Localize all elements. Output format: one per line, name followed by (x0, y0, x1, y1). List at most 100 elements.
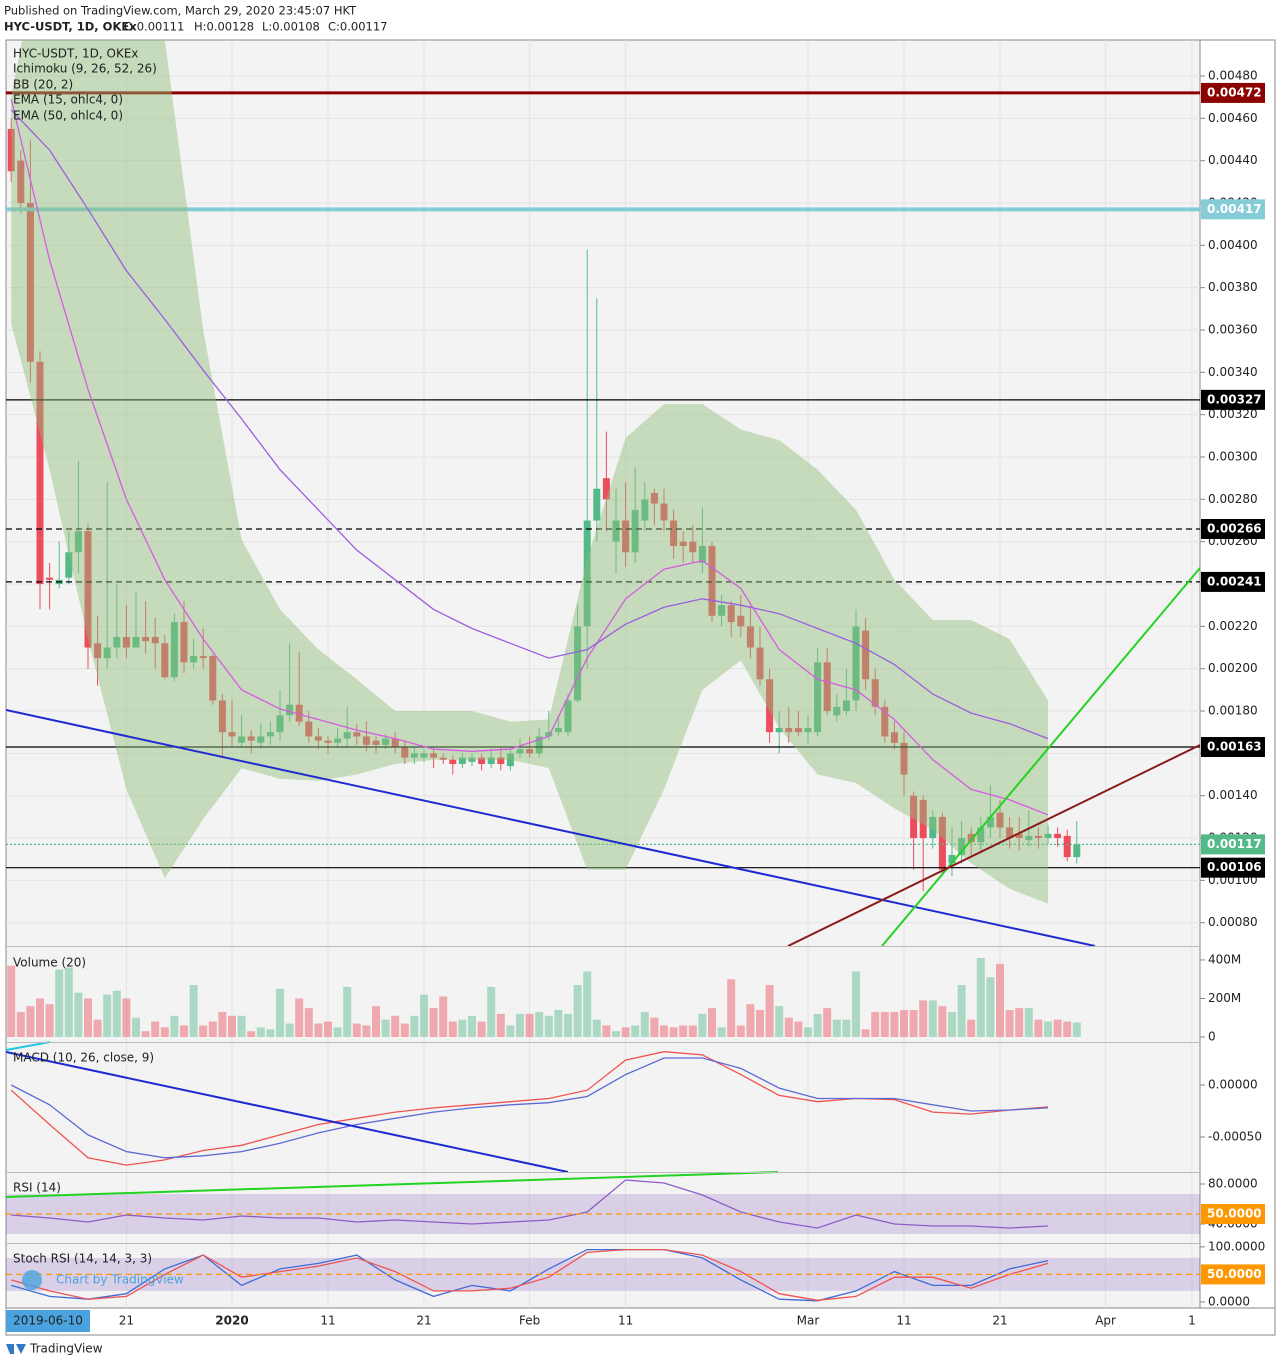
candle-body (36, 361, 44, 585)
candle-body (7, 128, 15, 172)
volume-bar (170, 1015, 179, 1037)
legend-symbol: HYC-USDT, 1D, OKEx (13, 47, 139, 61)
volume-bar (957, 984, 966, 1037)
level-label: 0.00472 (1207, 85, 1262, 99)
panel-title: RSI (14) (13, 1181, 61, 1195)
candle-body (353, 732, 361, 737)
trend-line (787, 744, 1200, 947)
volume-bar (909, 1010, 918, 1037)
candle-body (698, 545, 706, 563)
candle-body (199, 655, 207, 659)
y-tick-label: 0.00280 (1208, 492, 1258, 506)
x-tick-label: 11 (618, 1314, 633, 1328)
volume-bar (151, 1021, 160, 1037)
x-tick-label: 11 (896, 1314, 911, 1328)
volume-bar (948, 1011, 956, 1037)
candle-body (948, 854, 956, 864)
candle-body (862, 630, 870, 680)
published-note: Published on TradingView.com, March 29, … (4, 4, 357, 18)
candle-body (209, 655, 217, 701)
level-label: 0.00417 (1207, 202, 1262, 216)
volume-bar (496, 1013, 505, 1037)
candle-body (190, 655, 198, 663)
ohlc-high: H:0.00128 (194, 20, 254, 34)
volume-bar (1063, 1021, 1072, 1037)
y-tick-label: 0.00080 (1208, 915, 1258, 929)
candle-body (929, 816, 937, 839)
candle-body (276, 715, 284, 733)
volume-bar (324, 1021, 332, 1037)
volume-bar (352, 1023, 361, 1037)
volume-bar (1044, 1021, 1052, 1037)
candle-body (833, 706, 841, 716)
trend-line (6, 1051, 569, 1173)
candle-body (449, 759, 457, 764)
volume-bar (871, 1011, 880, 1037)
candle-body (324, 740, 332, 743)
volume-bar (343, 986, 352, 1037)
volume-bar (26, 1006, 35, 1037)
candle-body (161, 643, 169, 678)
volume-bar (208, 1021, 217, 1037)
candle-body (727, 605, 735, 623)
x-tick-label: 11 (320, 1314, 335, 1328)
volume-bar (583, 971, 592, 1037)
x-tick-label: 21 (992, 1314, 1007, 1328)
y-tick-label: 0.00380 (1208, 280, 1258, 294)
candle-body (103, 647, 111, 659)
volume-bar (64, 967, 73, 1037)
volume-bar (679, 1025, 688, 1037)
candle-body (1025, 835, 1033, 841)
volume-bar (650, 1017, 659, 1037)
candle-body (967, 833, 975, 843)
volume-bar (381, 1019, 390, 1037)
candle-body (958, 838, 966, 855)
candle-body (842, 700, 850, 712)
candle-body (295, 704, 303, 722)
y-tick-label: 80.0000 (1208, 1177, 1258, 1191)
candle-body (487, 757, 495, 764)
y-tick-label: 0.00220 (1208, 619, 1258, 633)
candle-body (286, 704, 294, 716)
volume-bar (669, 1027, 678, 1037)
candle-body (516, 749, 524, 754)
level-badge (1201, 1264, 1265, 1285)
volume-bar (103, 994, 112, 1037)
x-tick-label: 1 (1188, 1314, 1196, 1328)
level-badge (1201, 389, 1265, 410)
x-tick-label: 21 (416, 1314, 431, 1328)
candle-body (871, 679, 879, 707)
candle-body (535, 736, 543, 754)
candle-body (583, 520, 591, 627)
volume-bar (660, 1025, 668, 1037)
volume-bar (928, 1000, 937, 1037)
volume-bar (112, 990, 121, 1037)
volume-bar (688, 1025, 697, 1037)
candle-body (756, 647, 764, 680)
volume-bar (228, 1015, 236, 1037)
volume-bar (1015, 1008, 1024, 1037)
indicator-line (10, 109, 1049, 740)
volume-bar (36, 998, 44, 1037)
x-tick-label: 2020 (215, 1314, 248, 1328)
candle-body (814, 662, 822, 733)
candle-body (526, 749, 534, 754)
level-label: 0.00163 (1207, 740, 1262, 754)
volume-bar (784, 1017, 793, 1037)
volume-bar (180, 1025, 188, 1037)
candle-body (84, 531, 92, 648)
candle-body (593, 488, 601, 521)
panel-title: Volume (20) (13, 956, 86, 970)
level-badge (1201, 82, 1265, 103)
volume-bar (458, 1019, 467, 1037)
volume-bar (756, 1010, 764, 1037)
volume-bar (1034, 1019, 1043, 1037)
candle-body (247, 736, 255, 741)
bollinger-band (11, 40, 1048, 904)
volume-bar (880, 1011, 889, 1037)
volume-bar (640, 1011, 649, 1037)
y-tick-label: 0.00440 (1208, 153, 1258, 167)
volume-bar (468, 1015, 476, 1037)
brand: TradingView (29, 1342, 103, 1356)
volume-bar (285, 1023, 294, 1037)
